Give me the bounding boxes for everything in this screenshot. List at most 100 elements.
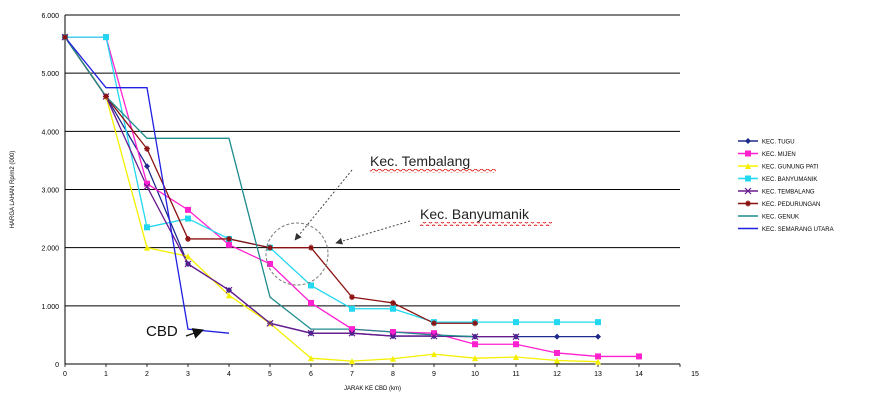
x-axis-label: JARAK KE CBD (km) (344, 386, 401, 392)
legend-label: KEC. MIJEN (762, 152, 796, 158)
data-point (267, 244, 273, 251)
data-point (349, 358, 355, 365)
series-line (64, 36, 475, 324)
annotation-arrow (185, 328, 205, 339)
data-point (225, 286, 233, 294)
y-tick-label: 1.000 (41, 304, 59, 311)
data-point (431, 330, 437, 337)
series-line (64, 36, 516, 338)
spelling-underline (370, 169, 496, 173)
x-tick-label: 7 (350, 371, 354, 378)
legend-marker (745, 163, 751, 169)
x-tick-label: 4 (227, 371, 231, 378)
data-point (554, 357, 560, 364)
legend-label: KEC. TEMBALANG (762, 190, 815, 196)
data-point (103, 93, 109, 100)
data-point (512, 333, 520, 341)
annotation-cbd: CBD (146, 323, 178, 340)
data-point (349, 326, 355, 333)
data-point (431, 351, 437, 358)
series-line (64, 36, 598, 338)
data-point (266, 319, 274, 327)
data-point (144, 145, 150, 152)
annotation-banyumanik: Kec. Banyumanik (420, 206, 530, 222)
data-point (636, 353, 642, 360)
data-point (348, 329, 356, 337)
data-point (471, 333, 479, 341)
y-tick-label: 0 (55, 362, 59, 369)
data-point (472, 341, 478, 348)
data-point (390, 329, 396, 336)
x-tick-label: 1 (104, 371, 108, 378)
data-point (308, 299, 314, 306)
series-line (64, 36, 476, 338)
data-point (307, 329, 315, 337)
data-point (144, 244, 150, 251)
annotation-arrow (294, 169, 353, 241)
x-tick-label: 0 (63, 371, 67, 378)
data-point (554, 333, 560, 340)
legend-label: KEC. GUNUNG PATI (762, 165, 819, 171)
legend-label: KEC. GENUK (762, 215, 799, 221)
highlight-circle (265, 222, 329, 286)
legend-label: KEC. PEDURUNGAN (762, 202, 820, 208)
legend-label: KEC. BANYUMANIK (762, 177, 817, 183)
data-point (349, 294, 355, 301)
x-tick-label: 2 (145, 371, 149, 378)
series-line (64, 36, 599, 363)
data-point (554, 349, 560, 356)
data-point (226, 241, 232, 248)
data-point (349, 305, 355, 312)
x-tick-label: 11 (512, 371, 519, 378)
x-tick-label: 12 (553, 371, 561, 378)
data-point (62, 34, 68, 41)
y-tick-label: 4.000 (41, 129, 59, 136)
series-line (65, 36, 598, 323)
data-point (390, 305, 396, 312)
data-point (595, 353, 601, 360)
x-tick-label: 5 (268, 371, 272, 378)
data-point (431, 320, 437, 327)
legend-label: KEC. SEMARANG UTARA (762, 227, 834, 233)
data-point (595, 333, 601, 340)
y-tick-label: 2.000 (41, 246, 59, 253)
annotation-tembalang: Kec. Tembalang (370, 153, 470, 169)
data-point (390, 299, 396, 306)
x-tick-label: 10 (471, 371, 479, 378)
data-point (430, 332, 438, 340)
legend-label: KEC. TUGU (762, 140, 795, 146)
data-point (143, 183, 151, 191)
y-tick-label: 3.000 (41, 188, 59, 195)
y-tick-label: 5.000 (41, 71, 59, 78)
data-point (185, 206, 191, 213)
data-point (144, 163, 150, 170)
x-tick-label: 13 (594, 371, 602, 378)
legend-marker (745, 200, 751, 207)
data-point (267, 260, 273, 267)
data-point (554, 319, 560, 326)
data-point (103, 34, 109, 41)
data-point (226, 235, 232, 242)
legend-marker (745, 150, 751, 157)
legend-marker (745, 175, 751, 182)
data-point (472, 355, 478, 362)
annotation-arrow (335, 220, 411, 245)
data-point (144, 180, 150, 187)
x-tick-label: 14 (635, 371, 643, 378)
data-point (513, 341, 519, 348)
data-point (513, 319, 519, 326)
data-point (472, 320, 478, 327)
legend-marker (744, 187, 752, 195)
data-point (185, 235, 191, 242)
data-point (390, 355, 396, 362)
y-axis-label: HARGA LAHAN Rp/m2 (000) (10, 151, 16, 229)
data-point (185, 215, 191, 222)
data-point (595, 358, 601, 365)
data-point (389, 332, 397, 340)
data-point (308, 355, 314, 362)
spelling-underline (420, 222, 552, 226)
legend-marker (745, 138, 751, 144)
data-point (308, 244, 314, 251)
